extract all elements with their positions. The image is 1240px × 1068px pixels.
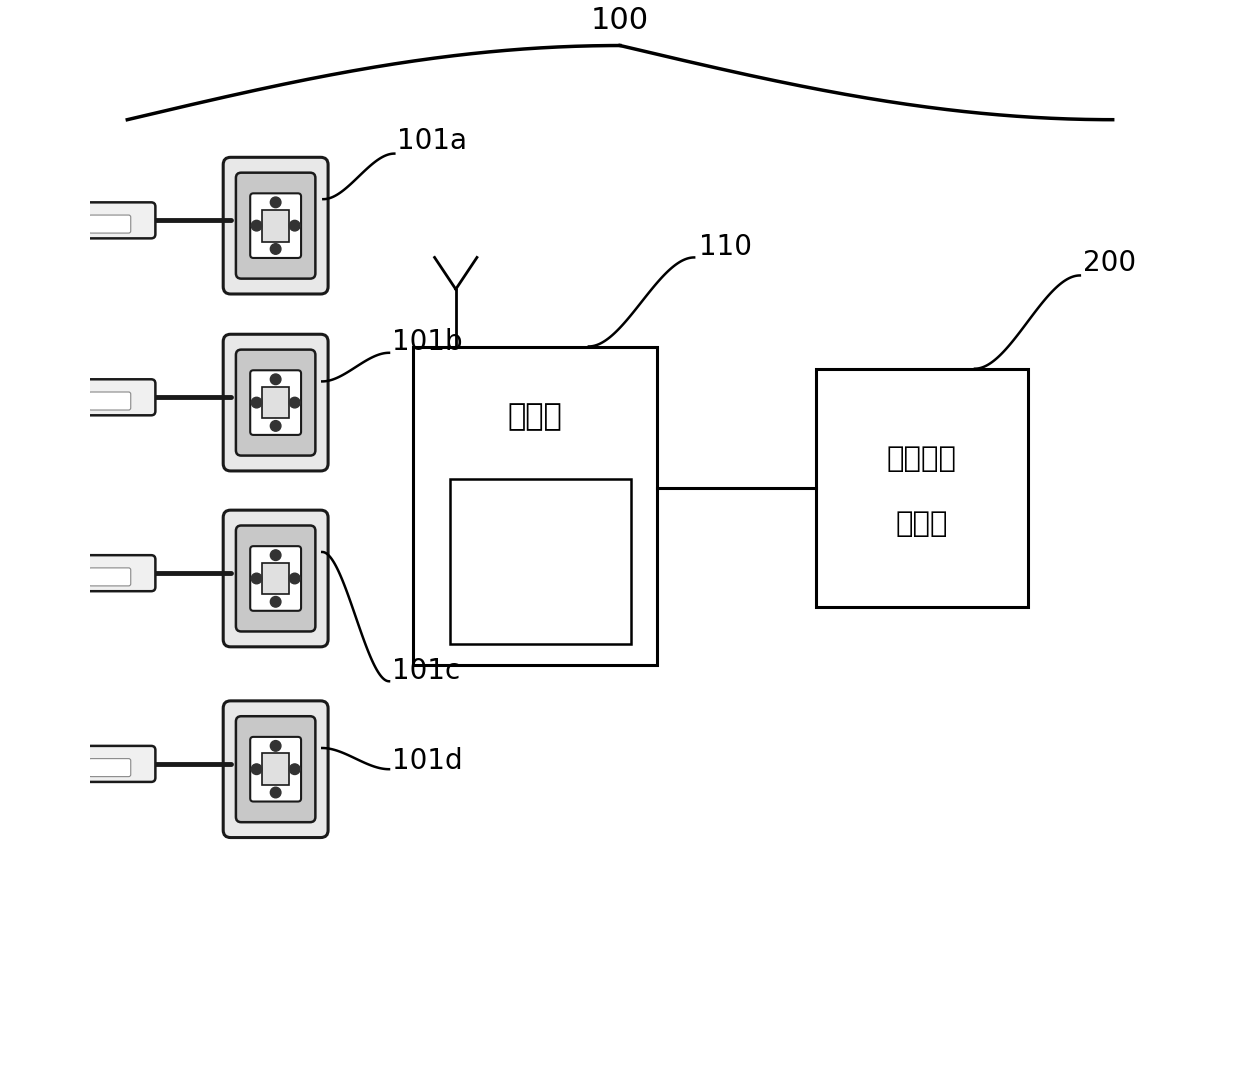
FancyBboxPatch shape: [236, 173, 315, 279]
FancyBboxPatch shape: [88, 568, 130, 586]
Circle shape: [252, 764, 262, 774]
FancyBboxPatch shape: [78, 555, 155, 592]
FancyBboxPatch shape: [78, 379, 155, 415]
FancyBboxPatch shape: [223, 701, 329, 837]
Circle shape: [252, 397, 262, 408]
Circle shape: [270, 197, 281, 207]
Circle shape: [21, 205, 51, 235]
FancyBboxPatch shape: [88, 392, 130, 410]
Circle shape: [21, 749, 51, 779]
Circle shape: [270, 597, 281, 607]
Circle shape: [289, 220, 300, 231]
Circle shape: [270, 374, 281, 384]
Bar: [413, 347, 657, 665]
Circle shape: [252, 220, 262, 231]
Text: 101c: 101c: [392, 657, 460, 685]
FancyBboxPatch shape: [223, 157, 329, 294]
FancyBboxPatch shape: [88, 215, 130, 233]
Text: 101b: 101b: [392, 328, 463, 357]
FancyBboxPatch shape: [250, 737, 301, 801]
Text: 多媒体播: 多媒体播: [887, 445, 957, 473]
Circle shape: [21, 559, 51, 588]
FancyBboxPatch shape: [78, 745, 155, 782]
Circle shape: [270, 244, 281, 254]
FancyBboxPatch shape: [223, 334, 329, 471]
FancyBboxPatch shape: [250, 546, 301, 611]
Bar: [263, 563, 289, 595]
Bar: [450, 478, 631, 644]
Circle shape: [270, 740, 281, 751]
Text: 100: 100: [591, 6, 649, 35]
Text: 101d: 101d: [392, 747, 463, 774]
Text: 接收机: 接收机: [508, 402, 563, 430]
Circle shape: [21, 382, 51, 412]
Bar: [263, 753, 289, 785]
FancyBboxPatch shape: [250, 371, 301, 435]
Circle shape: [289, 397, 300, 408]
Text: 放设备: 放设备: [895, 509, 949, 537]
Text: 110: 110: [699, 233, 753, 261]
FancyBboxPatch shape: [236, 525, 315, 631]
Circle shape: [270, 421, 281, 431]
FancyBboxPatch shape: [78, 202, 155, 238]
FancyBboxPatch shape: [88, 758, 130, 776]
FancyBboxPatch shape: [250, 193, 301, 258]
FancyBboxPatch shape: [236, 717, 315, 822]
Bar: [263, 209, 289, 241]
FancyBboxPatch shape: [236, 349, 315, 456]
Text: 200: 200: [1083, 249, 1136, 277]
Circle shape: [252, 574, 262, 584]
Bar: [816, 368, 1028, 607]
Circle shape: [289, 574, 300, 584]
Circle shape: [289, 764, 300, 774]
Bar: [263, 387, 289, 419]
FancyBboxPatch shape: [223, 511, 329, 647]
Text: 101a: 101a: [398, 127, 467, 155]
Circle shape: [270, 550, 281, 561]
Circle shape: [270, 787, 281, 798]
